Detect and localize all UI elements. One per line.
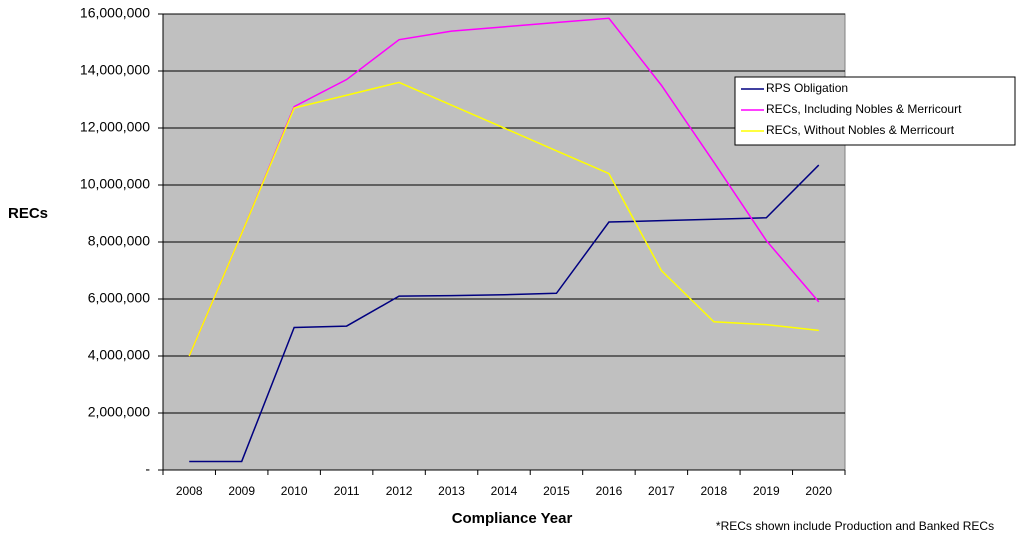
- y-tick-label: 2,000,000: [88, 404, 150, 420]
- y-tick-label: 16,000,000: [80, 5, 150, 21]
- y-tick-label: 10,000,000: [80, 176, 150, 192]
- x-tick-label: 2020: [805, 484, 832, 498]
- series-line: [188, 17, 820, 357]
- y-tick-label: 14,000,000: [80, 62, 150, 78]
- x-axis-label: Compliance Year: [452, 510, 573, 527]
- x-tick-label: 2009: [228, 484, 255, 498]
- x-tick-label: 2010: [281, 484, 308, 498]
- y-tick-label: 8,000,000: [88, 233, 150, 249]
- x-tick-label: 2019: [753, 484, 780, 498]
- footnote: *RECs shown include Production and Banke…: [716, 519, 994, 533]
- x-tick-label: 2008: [176, 484, 203, 498]
- legend-label: RECs, Without Nobles & Merricourt: [766, 123, 955, 137]
- x-tick-label: 2016: [596, 484, 623, 498]
- y-tick-label: 6,000,000: [88, 290, 150, 306]
- legend-label: RPS Obligation: [766, 81, 848, 95]
- x-tick-label: 2015: [543, 484, 570, 498]
- y-tick-label: 4,000,000: [88, 347, 150, 363]
- series-line: [189, 164, 820, 463]
- x-tick-label: 2018: [700, 484, 727, 498]
- y-axis-label: RECs: [8, 205, 48, 222]
- y-tick-label: 12,000,000: [80, 119, 150, 135]
- x-tick-label: 2012: [386, 484, 413, 498]
- y-tick-label: -: [145, 461, 150, 477]
- x-tick-label: 2014: [491, 484, 518, 498]
- x-tick-label: 2013: [438, 484, 465, 498]
- series-line: [188, 81, 819, 357]
- x-tick-label: 2017: [648, 484, 675, 498]
- legend-box: [734, 76, 1016, 146]
- x-tick-label: 2011: [334, 484, 360, 498]
- legend-label: RECs, Including Nobles & Merricourt: [766, 102, 962, 116]
